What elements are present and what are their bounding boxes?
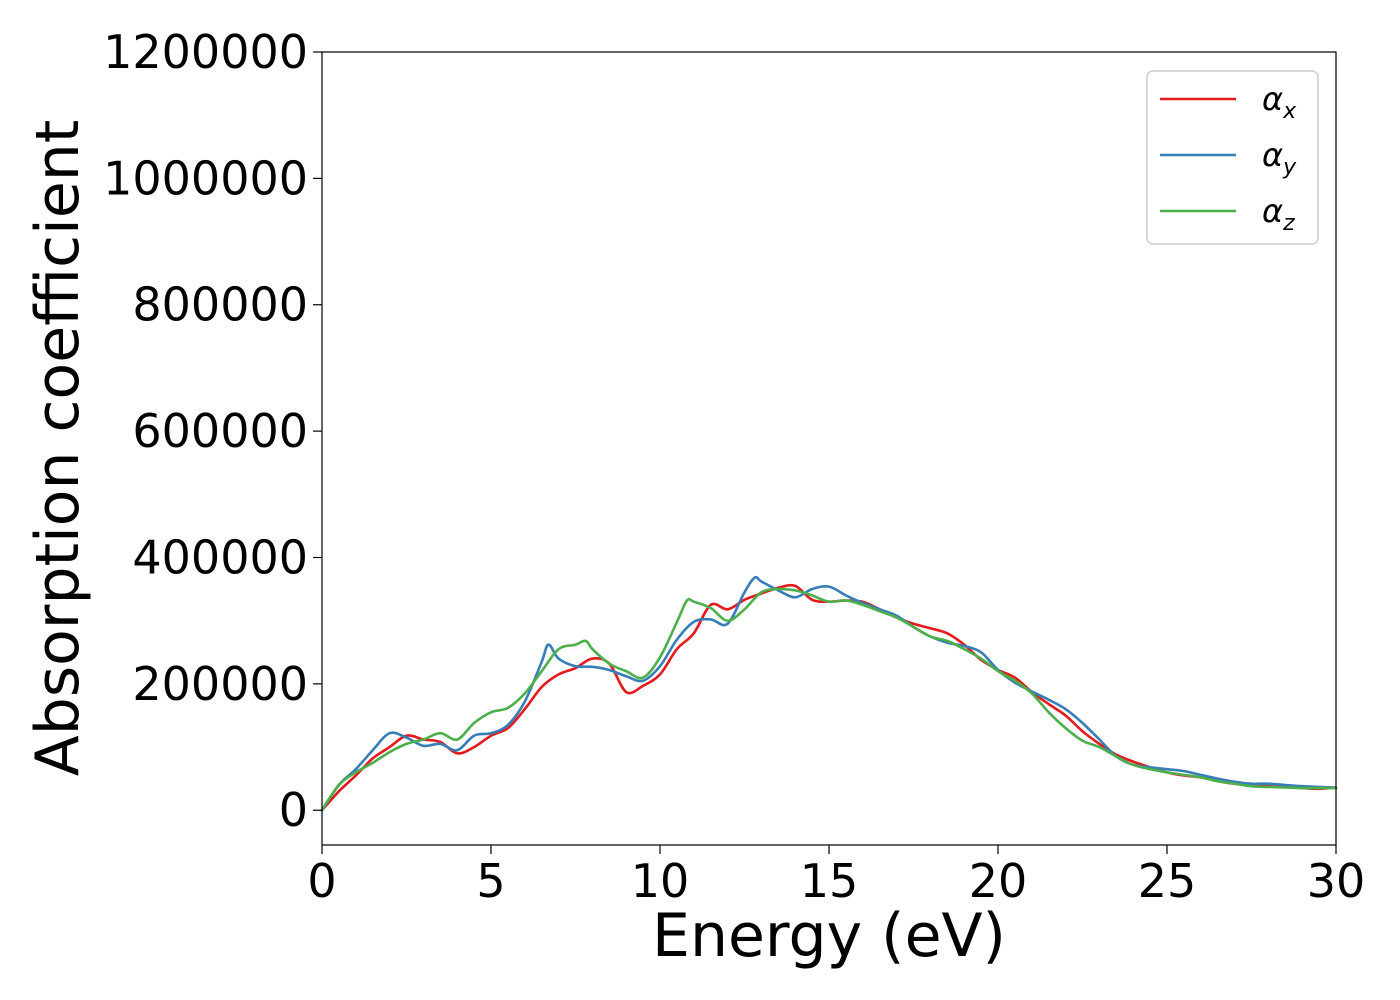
legend: αx αy αz	[1146, 70, 1319, 245]
y-tick-label: 400000	[132, 530, 308, 584]
y-tick-label: 200000	[132, 657, 308, 711]
x-tick-label: 30	[1307, 854, 1366, 908]
series-line-y	[320, 575, 1338, 812]
x-axis-title: Energy (eV)	[652, 901, 1006, 971]
y-tick-label: 1000000	[103, 151, 308, 205]
y-tick-label: 0	[279, 783, 308, 837]
x-axis: 0 5 10 15 20 25 30	[307, 845, 1365, 908]
x-tick-label: 20	[969, 854, 1028, 908]
x-tick-label: 5	[476, 854, 505, 908]
x-tick-label: 10	[631, 854, 690, 908]
legend-box	[1146, 70, 1319, 245]
series-layer	[320, 575, 1338, 812]
y-tick-label: 600000	[132, 404, 308, 458]
legend-label-x: αx	[1262, 80, 1297, 124]
legend-label-z: αz	[1262, 192, 1295, 236]
y-axis-title: Absorption coefficient	[23, 120, 93, 777]
legend-label-y: αy	[1262, 136, 1297, 180]
y-axis: 0 200000 400000 600000 800000 1000000 1200000	[103, 25, 322, 837]
y-tick-label: 800000	[132, 278, 308, 332]
x-tick-label: 0	[307, 854, 336, 908]
x-tick-label: 25	[1138, 854, 1197, 908]
y-tick-label: 1200000	[103, 25, 308, 79]
x-tick-label: 15	[800, 854, 859, 908]
series-line-z	[320, 587, 1338, 812]
